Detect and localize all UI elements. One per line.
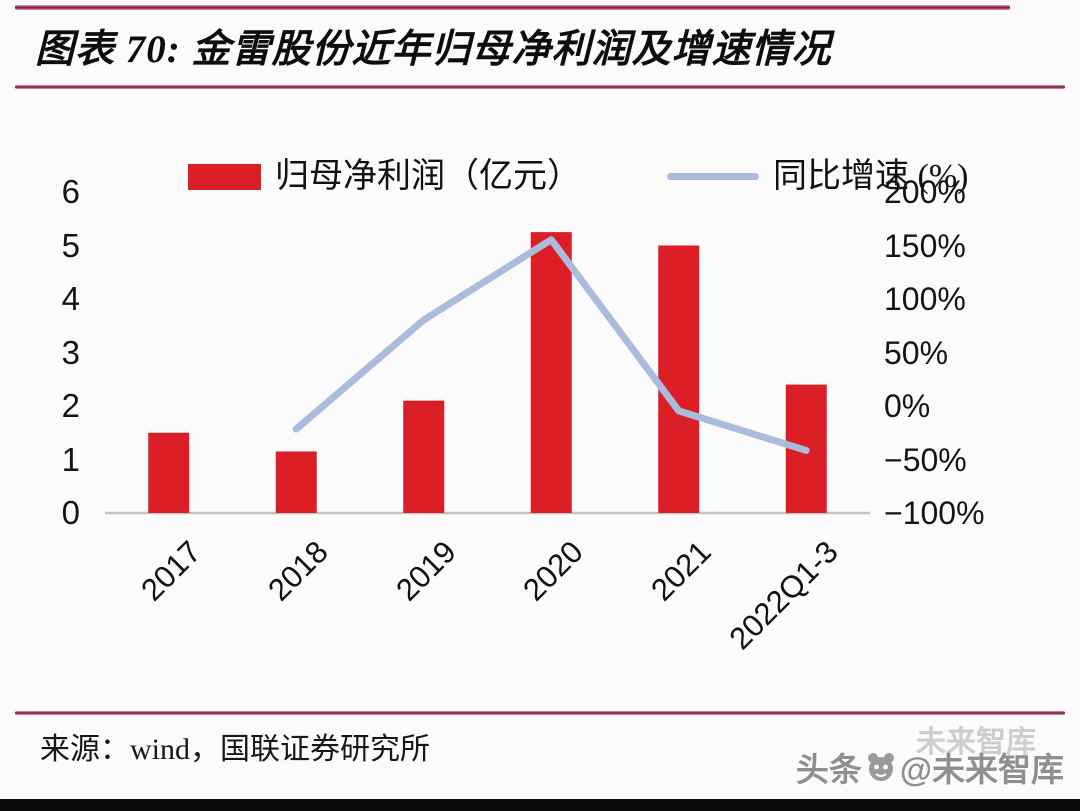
y-left-tick-5: 5 [61,226,80,264]
chart-legend: 归母净利润（亿元） 同比增速 (%) [188,148,968,197]
bar-2019 [403,400,445,513]
legend-line-label: 同比增速 (%) [773,158,969,195]
watermark-ghost-text: 未来智库 [916,726,1036,759]
watermark-main: 头条 @未来智库 [796,743,1064,791]
y-right-tick-−50%: −50% [884,441,967,478]
bottom-black-bar [0,799,1080,811]
watermark-brand-text: 头条 [795,751,862,788]
y-left-tick-3: 3 [61,333,80,371]
title-divider [15,85,1065,89]
legend-bar-swatch [188,163,261,190]
y-left-tick-1: 1 [61,440,80,478]
combo-chart-plot [105,232,870,515]
bar-2017 [148,432,190,513]
y-right-tick-−100%: −100% [884,495,985,531]
growth-line [292,236,810,454]
bar-2020 [530,232,572,513]
bar-2018 [275,451,317,513]
y-left-tick-6: 6 [61,173,80,210]
y-right-tick-0%: 0% [884,388,931,424]
toutiao-panda-logo-icon [867,753,894,781]
page-title: 图表 70: 金雷股份近年归母净利润及增速情况 [35,28,832,71]
y-right-tick-200%: 200% [884,174,966,210]
bar-2021 [658,245,700,513]
footer-divider [15,711,1065,715]
y-right-tick-100%: 100% [884,281,966,317]
top-divider [15,5,1010,10]
legend-line-swatch [667,173,759,180]
watermark: 未来智库 头条 @未来智库 [796,726,1064,791]
y-right-tick-150%: 150% [884,227,966,264]
legend-bar-label: 归母净利润（亿元） [275,158,581,195]
y-right-tick-50%: 50% [884,334,949,371]
y-left-tick-2: 2 [61,387,80,424]
watermark-handle-text: @未来智库 [899,751,1064,788]
source-note: 来源：wind，国联证券研究所 [40,733,430,766]
y-left-tick-4: 4 [61,280,80,317]
y-left-tick-0: 0 [61,494,80,531]
